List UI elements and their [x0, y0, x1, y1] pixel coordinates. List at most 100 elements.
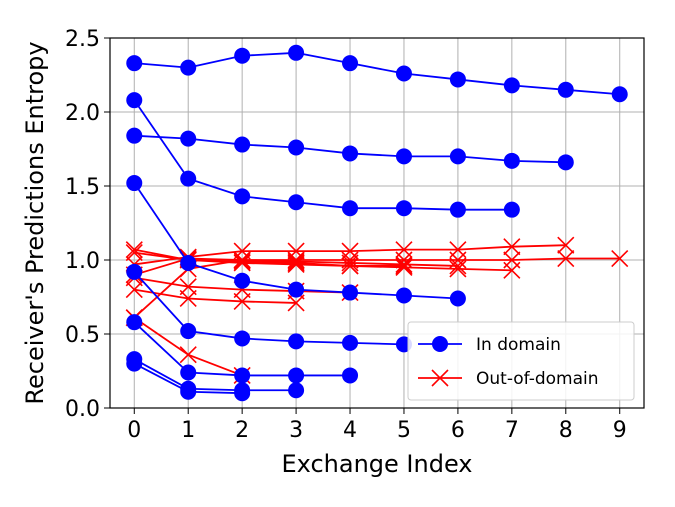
series-path	[133, 271, 404, 346]
out-of-domain-point	[395, 241, 413, 259]
in-domain-point	[180, 130, 197, 147]
out-of-domain-point	[449, 257, 467, 275]
out-of-domain-point	[287, 255, 305, 274]
in-domain-point	[288, 333, 305, 350]
out-of-domain-point	[449, 241, 467, 259]
out-of-domain-point	[557, 236, 575, 254]
in-domain-point	[234, 385, 251, 402]
in-domain-point	[288, 139, 305, 156]
x-tick-label: 7	[505, 418, 519, 443]
out-of-domain-point	[341, 257, 359, 275]
y-tick-label: 1.0	[65, 249, 100, 274]
in-domain-point	[234, 188, 251, 205]
in-domain-point	[342, 284, 359, 301]
in-domain-point	[342, 367, 359, 384]
in-domain-point	[557, 154, 574, 171]
in-domain-point	[180, 383, 197, 400]
out-of-domain-point	[179, 346, 197, 364]
out-of-domain-point	[233, 252, 251, 271]
x-tick-label: 3	[289, 418, 303, 443]
in-domain-point	[288, 44, 305, 61]
x-tick-label: 5	[397, 418, 411, 443]
out-of-domain-point	[233, 292, 251, 311]
in-domain-point	[503, 152, 520, 169]
in-domain-point	[395, 65, 412, 82]
out-of-domain-point	[395, 257, 413, 275]
in-domain-point	[342, 145, 359, 162]
in-domain-point	[180, 59, 197, 76]
in-domain-point	[342, 200, 359, 217]
in-domain-point	[180, 170, 197, 187]
x-tick-label: 6	[451, 418, 465, 443]
x-axis-title: Exchange Index	[282, 450, 473, 478]
out-of-domain-point	[179, 289, 197, 308]
y-tick-label: 0.0	[65, 397, 100, 422]
in-domain-point	[288, 194, 305, 211]
y-axis-title: Receiver's Predictions Entropy	[21, 41, 49, 404]
in-domain-point	[557, 81, 574, 98]
in-domain-point	[449, 201, 466, 218]
legend-entry: Out-of-domain	[418, 369, 599, 389]
legend: In domain Out-of-domain	[407, 321, 635, 401]
series-line	[126, 44, 628, 103]
y-tick-label: 2.5	[65, 27, 100, 52]
x-tick-label: 4	[343, 418, 357, 443]
in-domain-point	[611, 86, 628, 103]
legend-marker	[432, 336, 448, 352]
x-tick-label: 1	[181, 418, 195, 443]
out-of-domain-point	[503, 238, 521, 256]
in-domain-point	[234, 136, 251, 153]
in-domain-point	[342, 334, 359, 351]
legend-marker	[431, 369, 449, 387]
out-of-domain-point	[287, 252, 305, 271]
in-domain-point	[449, 71, 466, 88]
y-tick-label: 1.5	[65, 175, 100, 200]
in-domain-point	[126, 314, 143, 331]
in-domain-point	[288, 382, 305, 399]
y-tick-label: 2.0	[65, 101, 100, 126]
in-domain-point	[449, 148, 466, 165]
y-tick-label: 0.5	[65, 323, 100, 348]
out-of-domain-point	[179, 278, 197, 296]
out-of-domain-point	[449, 260, 467, 278]
x-tick-label: 9	[613, 418, 627, 443]
out-of-domain-point	[125, 281, 143, 299]
out-of-domain-point	[287, 254, 305, 272]
series-line	[126, 92, 520, 218]
in-domain-point	[288, 367, 305, 384]
x-tick-label: 0	[127, 418, 141, 443]
out-of-domain-point	[341, 242, 359, 260]
legend-label: Out-of-domain	[476, 369, 599, 389]
series-path	[134, 51, 620, 96]
series-line	[126, 314, 359, 384]
series-path	[134, 288, 297, 304]
in-domain-point	[449, 290, 466, 307]
legend-box	[407, 321, 635, 401]
out-of-domain-point	[611, 249, 629, 268]
in-domain-point	[126, 263, 143, 280]
series-line	[125, 281, 305, 312]
out-of-domain-point	[395, 255, 413, 274]
in-domain-point	[126, 175, 143, 192]
series-layer	[125, 44, 629, 402]
series-path	[133, 99, 512, 211]
in-domain-point	[288, 281, 305, 298]
out-of-domain-point	[503, 261, 521, 279]
in-domain-point	[234, 47, 251, 64]
out-of-domain-point	[233, 251, 251, 269]
legend-label: In domain	[476, 335, 561, 355]
out-of-domain-point	[341, 254, 359, 272]
out-of-domain-point	[557, 249, 575, 268]
out-of-domain-point	[233, 254, 251, 272]
in-domain-point	[395, 287, 412, 304]
series-path	[133, 358, 297, 392]
out-of-domain-point	[287, 294, 305, 312]
in-domain-point	[395, 200, 412, 217]
series-path	[134, 251, 404, 267]
in-domain-point	[503, 77, 520, 94]
in-domain-point	[395, 148, 412, 165]
in-domain-point	[180, 323, 197, 340]
plot-frame	[109, 37, 645, 409]
in-domain-point	[126, 127, 143, 144]
